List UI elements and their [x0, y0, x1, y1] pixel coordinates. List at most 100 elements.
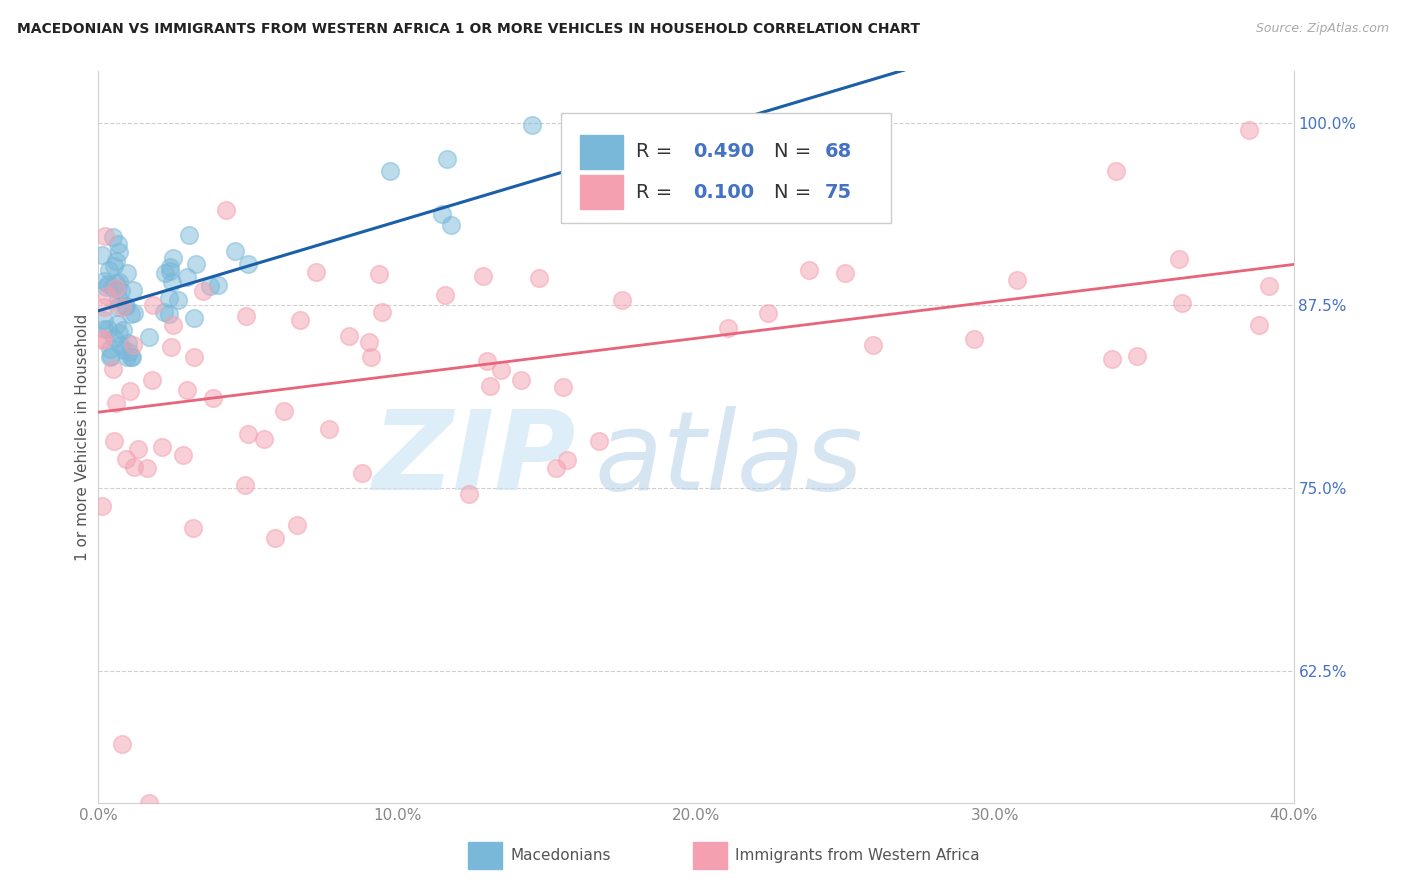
Point [121, 350, 143, 364]
Point [436, 152, 458, 166]
Point [160, 275, 183, 289]
Point [339, 329, 361, 343]
Point [97, 322, 120, 336]
Point [834, 266, 856, 280]
Point [135, 461, 157, 475]
Point [93, 274, 115, 288]
Point [238, 257, 260, 271]
Point [115, 266, 138, 280]
Text: MACEDONIAN VS IMMIGRANTS FROM WESTERN AFRICA 1 OR MORE VEHICLES IN HOUSEHOLD COR: MACEDONIAN VS IMMIGRANTS FROM WESTERN AF… [17, 22, 920, 37]
Point [110, 337, 132, 351]
Point [159, 260, 181, 275]
Point [159, 264, 181, 278]
Point [434, 288, 457, 302]
Point [285, 518, 308, 533]
Text: 68: 68 [825, 143, 852, 161]
Point [224, 244, 246, 258]
Point [1105, 164, 1128, 178]
Point [118, 344, 141, 359]
Point [91, 248, 114, 262]
Text: Source: ZipAtlas.com: Source: ZipAtlas.com [1256, 22, 1389, 36]
Point [179, 227, 201, 242]
Point [551, 380, 574, 394]
Point [172, 448, 194, 462]
Point [432, 207, 454, 221]
Text: N =: N = [773, 143, 817, 161]
Point [117, 336, 139, 351]
Point [1171, 296, 1194, 310]
Point [235, 309, 257, 323]
Point [98, 343, 121, 357]
Text: 0.100: 0.100 [693, 183, 755, 202]
Point [108, 326, 131, 340]
Point [138, 796, 160, 810]
Point [103, 259, 125, 273]
Point [120, 350, 142, 364]
Point [107, 237, 129, 252]
Text: Macedonians: Macedonians [510, 848, 610, 863]
Point [111, 737, 134, 751]
Point [233, 478, 256, 492]
Point [121, 283, 143, 297]
Point [122, 306, 145, 320]
Point [94, 280, 117, 294]
Text: R =: R = [637, 143, 679, 161]
Point [167, 293, 190, 308]
Point [105, 396, 128, 410]
FancyBboxPatch shape [581, 135, 623, 169]
Point [138, 330, 160, 344]
Point [367, 267, 389, 281]
Point [157, 307, 180, 321]
Point [529, 271, 551, 285]
Point [236, 427, 259, 442]
Point [157, 291, 180, 305]
Point [371, 304, 394, 318]
Point [360, 350, 382, 364]
Point [183, 311, 205, 326]
Point [104, 280, 127, 294]
Point [93, 332, 115, 346]
Point [198, 279, 221, 293]
Point [478, 379, 501, 393]
Point [183, 350, 205, 364]
Point [862, 337, 884, 351]
Point [1237, 123, 1260, 137]
Point [264, 531, 287, 545]
Point [112, 343, 135, 358]
Point [155, 266, 177, 280]
Point [318, 422, 340, 436]
Point [107, 245, 129, 260]
Point [756, 305, 779, 319]
Point [1005, 273, 1028, 287]
Point [93, 300, 115, 314]
Point [127, 442, 149, 456]
Point [162, 251, 184, 265]
Point [107, 291, 129, 305]
Point [114, 451, 136, 466]
Point [114, 299, 136, 313]
FancyBboxPatch shape [581, 175, 623, 209]
Point [120, 384, 142, 398]
Point [176, 383, 198, 397]
Text: ZIP: ZIP [373, 406, 576, 513]
Point [350, 466, 373, 480]
Point [153, 304, 176, 318]
Point [91, 334, 114, 348]
Point [186, 257, 208, 271]
Point [115, 299, 138, 313]
Text: Immigrants from Western Africa: Immigrants from Western Africa [735, 848, 980, 863]
Text: 75: 75 [825, 183, 852, 202]
Point [101, 362, 124, 376]
Point [124, 459, 146, 474]
Point [555, 452, 578, 467]
Point [105, 282, 128, 296]
Point [96, 289, 118, 303]
Point [215, 203, 238, 218]
Point [111, 300, 134, 314]
Point [141, 373, 163, 387]
Point [491, 363, 513, 377]
Point [1247, 318, 1270, 332]
Point [100, 350, 122, 364]
Point [304, 265, 326, 279]
Point [273, 403, 295, 417]
